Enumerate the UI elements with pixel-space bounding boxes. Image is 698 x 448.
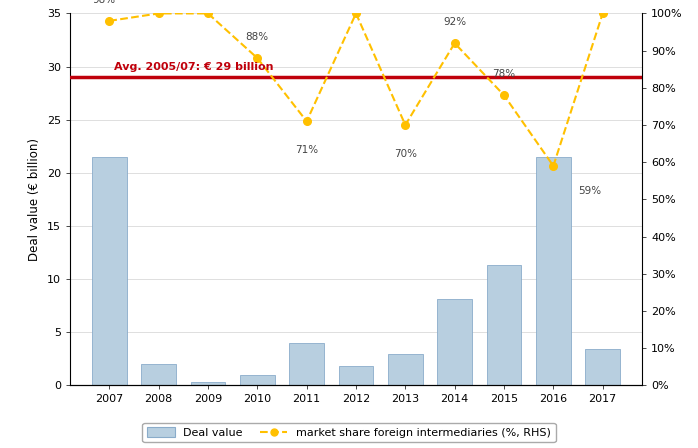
Text: 88%: 88% [246,32,269,42]
Y-axis label: Deal value (€ billion): Deal value (€ billion) [28,138,41,261]
Bar [536,157,571,385]
Bar [92,157,126,385]
Bar [487,265,521,385]
Legend: Deal value, market share foreign intermediaries (%, RHS): Deal value, market share foreign interme… [142,423,556,443]
Bar [388,354,422,385]
Bar [438,299,472,385]
Text: 78%: 78% [493,69,516,79]
Text: 59%: 59% [578,185,601,196]
Bar [240,375,274,385]
Text: Avg. 2005/07: € 29 billion: Avg. 2005/07: € 29 billion [114,62,274,72]
Bar [142,364,176,385]
Text: 92%: 92% [443,17,466,27]
Text: 71%: 71% [295,145,318,155]
Bar [290,343,324,385]
Bar [586,349,620,385]
Text: 98%: 98% [93,0,116,5]
Bar [339,366,373,385]
Bar [191,382,225,385]
Text: 70%: 70% [394,149,417,159]
